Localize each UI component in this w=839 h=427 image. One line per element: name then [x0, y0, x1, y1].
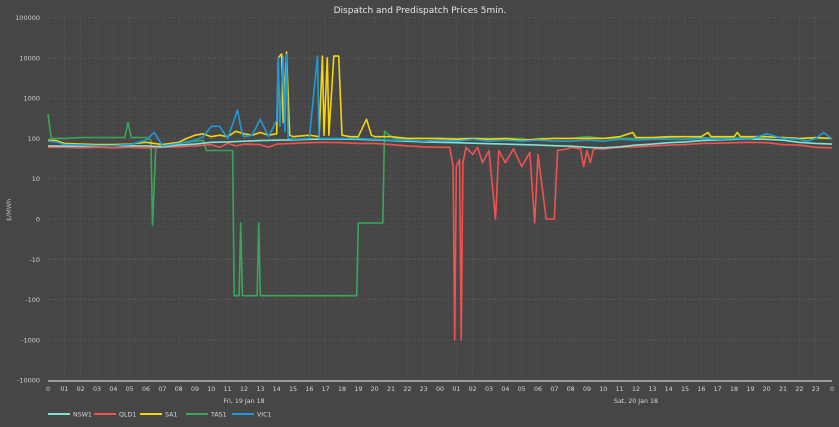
legend-item-nsw1[interactable]: NSW1 — [48, 412, 92, 419]
x-tick-label: 07 — [158, 386, 166, 393]
x-tick-label: 02 — [469, 386, 477, 393]
chart-title: Dispatch and Predispatch Prices 5min. — [334, 6, 507, 16]
series-line-qld1 — [48, 141, 833, 341]
x-tick-label: 17 — [714, 386, 722, 393]
x-tick-label: 21 — [779, 386, 787, 393]
x-axis-ticks: 0 01 02 03 04 05 06 07 08 09 10 11 12 13 14 15 16 17 18 19 2… — [46, 386, 834, 393]
legend: NSW1 QLD1 SA1 TAS1 VIC1 — [48, 412, 272, 419]
series-line-vic1 — [47, 53, 833, 147]
legend-item-vic1[interactable]: VIC1 — [232, 412, 272, 419]
legend-label: QLD1 — [119, 412, 136, 419]
x-tick-label: 10 — [599, 386, 607, 393]
x-tick-label: 05 — [126, 386, 134, 393]
x-tick-label: 23 — [812, 386, 820, 393]
x-tick-label: 11 — [224, 386, 232, 393]
x-tick-label: 17 — [322, 386, 330, 393]
legend-item-sa1[interactable]: SA1 — [140, 412, 177, 419]
legend-label: NSW1 — [73, 412, 92, 419]
x-tick-label: 03 — [93, 386, 101, 393]
x-tick-label: 09 — [583, 386, 591, 393]
x-tick-label: 14 — [273, 386, 281, 393]
x-tick-label: 23 — [420, 386, 428, 393]
x-tick-label: 0 — [46, 386, 50, 393]
date-label: Sat, 20 Jan 18 — [614, 398, 658, 405]
y-tick-label: 0 — [36, 216, 40, 224]
y-tick-label: -100 — [25, 296, 40, 304]
x-tick-label: 15 — [289, 386, 297, 393]
x-tick-label: 03 — [485, 386, 493, 393]
x-tick-label: 10 — [207, 386, 215, 393]
series-line-nsw1 — [47, 138, 833, 149]
series-line-sa1 — [47, 51, 833, 146]
x-tick-label: 20 — [763, 386, 771, 393]
x-tick-label: 22 — [403, 386, 411, 393]
x-tick-label: 18 — [338, 386, 346, 393]
x-tick-label: 01 — [60, 386, 68, 393]
x-tick-label: 19 — [354, 386, 362, 393]
x-tick-label: 20 — [371, 386, 379, 393]
legend-label: TAS1 — [210, 412, 227, 419]
date-labels: Fri, 19 Jan 18 Sat, 20 Jan 18 — [223, 398, 658, 405]
x-tick-label: 08 — [567, 386, 575, 393]
y-tick-label: 10 — [32, 175, 40, 183]
x-tick-label: 14 — [665, 386, 673, 393]
x-tick-label: 22 — [795, 386, 803, 393]
x-tick-label: 05 — [518, 386, 526, 393]
x-tick-label: 12 — [632, 386, 640, 393]
legend-label: SA1 — [165, 412, 177, 419]
x-tick-label: 01 — [452, 386, 460, 393]
x-tick-label: 06 — [534, 386, 542, 393]
legend-item-qld1[interactable]: QLD1 — [94, 412, 136, 419]
x-tick-label: 0 — [830, 386, 834, 393]
y-tick-label: 100000 — [15, 14, 40, 22]
x-tick-label: 08 — [175, 386, 183, 393]
x-tick-label: 11 — [616, 386, 624, 393]
y-tick-label: -10000 — [17, 377, 40, 385]
x-tick-label: 09 — [191, 386, 199, 393]
x-tick-label: 13 — [648, 386, 656, 393]
series-line-tas1 — [47, 113, 832, 297]
y-tick-label: -10 — [29, 256, 40, 264]
x-tick-label: 19 — [746, 386, 754, 393]
x-tick-label: 04 — [501, 386, 509, 393]
x-tick-label: 16 — [305, 386, 313, 393]
y-tick-label: 100 — [28, 135, 40, 143]
x-tick-label: 18 — [730, 386, 738, 393]
x-tick-label: 13 — [256, 386, 264, 393]
legend-item-tas1[interactable]: TAS1 — [186, 412, 227, 419]
x-tick-label: 15 — [681, 386, 689, 393]
y-tick-label: 10000 — [19, 54, 40, 62]
legend-label: VIC1 — [257, 412, 272, 419]
y-tick-label: -1000 — [21, 336, 40, 344]
grid — [47, 17, 833, 381]
series-lines — [47, 51, 833, 341]
x-tick-label: 16 — [697, 386, 705, 393]
x-tick-label: 06 — [142, 386, 150, 393]
x-tick-label: 07 — [550, 386, 558, 393]
x-tick-label: 00 — [436, 386, 444, 393]
x-tick-label: 12 — [240, 386, 248, 393]
y-tick-label: 1000 — [23, 95, 40, 103]
y-axis-label: $/MWh — [5, 199, 13, 221]
date-label: Fri, 19 Jan 18 — [223, 398, 264, 405]
x-tick-label: 21 — [387, 386, 395, 393]
x-tick-label: 04 — [109, 386, 117, 393]
x-tick-label: 02 — [77, 386, 85, 393]
